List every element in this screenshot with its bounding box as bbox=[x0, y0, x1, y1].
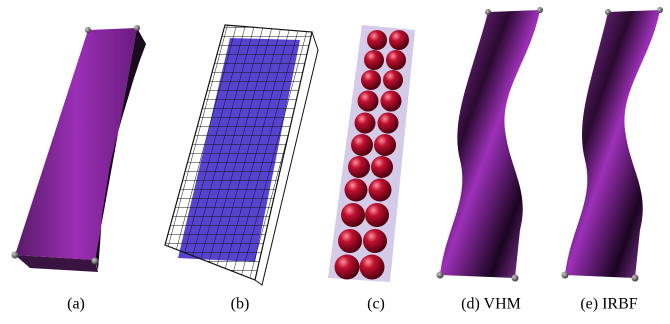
lattice bbox=[165, 25, 312, 280]
panel-d bbox=[437, 7, 544, 282]
panel-c bbox=[328, 25, 415, 282]
caption: (c) bbox=[367, 296, 385, 313]
node bbox=[92, 258, 99, 265]
node bbox=[134, 25, 140, 31]
node bbox=[12, 252, 19, 259]
panel-e bbox=[562, 7, 664, 282]
caption: (b) bbox=[231, 296, 250, 313]
twisted-bar bbox=[565, 10, 660, 278]
panel-b bbox=[165, 25, 318, 285]
node bbox=[85, 27, 91, 33]
caption: (d) VHM bbox=[461, 296, 521, 313]
panel-a bbox=[12, 25, 147, 272]
bar-front bbox=[15, 28, 137, 260]
caption: (a) bbox=[67, 296, 85, 313]
twisted-bar bbox=[440, 10, 540, 278]
caption: (e) IRBF bbox=[580, 296, 637, 313]
figure: (a) (b) (c) (d) VHM (e) IRBF bbox=[0, 0, 670, 324]
